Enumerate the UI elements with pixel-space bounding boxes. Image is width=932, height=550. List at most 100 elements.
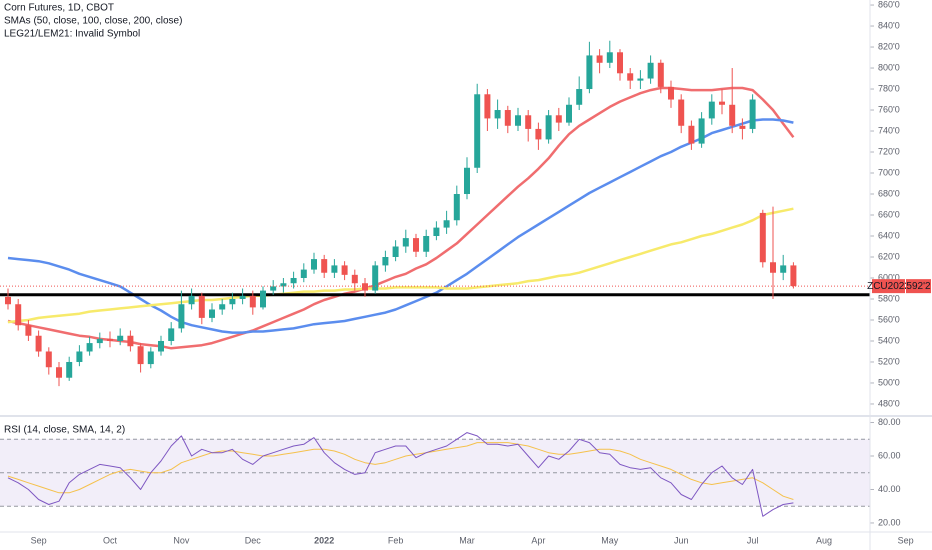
candle-body [668, 86, 674, 100]
y-tick-label: 860'0 [878, 0, 900, 9]
candle-body [627, 73, 634, 81]
candle-body [300, 269, 307, 278]
candle-body [86, 343, 93, 352]
candle-body [56, 367, 62, 378]
y-tick-label: 820'0 [878, 41, 900, 51]
y-tick-label: 680'0 [878, 188, 900, 198]
candle-body [25, 325, 32, 336]
candle-body [790, 265, 797, 287]
indicator-legend: LEG21/LEM21: Invalid Symbol [4, 29, 140, 40]
candle-body [362, 283, 368, 291]
y-tick-label: 800'0 [878, 62, 900, 72]
y-tick-label: 80.00 [878, 417, 901, 427]
y-tick-label: 520'0 [878, 356, 900, 366]
candle-body [280, 283, 287, 287]
candle-body [260, 290, 266, 308]
candle-body [433, 227, 440, 237]
candle-body [219, 304, 226, 310]
x-tick-label: 2022 [314, 535, 334, 545]
candle-body [341, 265, 348, 275]
candle-body [270, 286, 277, 291]
price-tag-label: 592'2 [906, 281, 931, 292]
candle-body [321, 259, 328, 273]
candle-body [392, 246, 399, 257]
x-tick-label: Dec [245, 535, 262, 545]
candle-body [443, 220, 450, 228]
candle-body [5, 296, 11, 305]
candle-body [137, 346, 144, 365]
y-tick-label: 480'0 [878, 398, 900, 408]
candle-body [678, 99, 685, 126]
candle-body [188, 295, 195, 305]
x-tick-label: Apr [531, 535, 545, 545]
candle-body [484, 94, 491, 119]
candle-body [494, 110, 501, 119]
candle-body [107, 338, 113, 341]
y-tick-label: 20.00 [878, 517, 901, 527]
candle-body [780, 265, 787, 273]
indicator-legend: SMAs (50, close, 100, close, 200, close) [4, 16, 182, 27]
candle-body [515, 115, 521, 126]
candle-body [45, 351, 52, 368]
x-tick-label: Oct [103, 535, 118, 545]
candle-body [96, 338, 103, 344]
rsi-line [7, 442, 794, 500]
candle-body [198, 295, 205, 318]
candle-body [158, 340, 164, 352]
y-tick-label: 500'0 [878, 377, 900, 387]
candle-body [525, 115, 532, 129]
candle-body [647, 62, 654, 79]
y-tick-label: 540'0 [878, 335, 900, 345]
candle-body [729, 104, 736, 126]
candle-body [586, 55, 593, 90]
x-tick-label: Feb [388, 535, 404, 545]
candle-body [464, 167, 470, 195]
candle-body [168, 328, 175, 341]
candle-body [147, 351, 154, 365]
rsi-line [7, 432, 794, 517]
y-tick-label: 580'0 [878, 293, 900, 303]
candle-body [453, 194, 460, 221]
candle-body [698, 118, 705, 144]
candle-body [209, 309, 215, 318]
x-tick-label: Nov [173, 535, 190, 545]
candle-body [617, 52, 623, 74]
candle-body [76, 351, 83, 362]
symbol-tag-label: ZCU2022 [867, 281, 910, 292]
candle-body [719, 101, 725, 105]
y-tick-label: 840'0 [878, 20, 900, 30]
candle-body [708, 101, 715, 119]
candle-body [127, 335, 134, 347]
plot-layer: 480'0 500'0 520'0 540'0 560'0 580'0 600'0 620'0… [0, 0, 914, 545]
candle-body [249, 295, 256, 308]
y-tick-label: 600'0 [878, 272, 900, 282]
candle-body [596, 55, 603, 63]
x-tick-label: May [601, 535, 619, 545]
price-tag [906, 279, 931, 294]
y-tick-label: 760'0 [878, 104, 900, 114]
y-tick-label: 640'0 [878, 230, 900, 240]
candle-body [239, 295, 246, 299]
candle-body [229, 298, 236, 305]
candle-body [15, 304, 22, 326]
y-tick-label: 40.00 [878, 484, 901, 494]
candle-body [402, 238, 409, 247]
candle-body [423, 236, 430, 252]
candle-body [504, 110, 511, 126]
candle-body [657, 62, 664, 87]
candle-body [535, 128, 542, 140]
candle-body [545, 115, 552, 140]
x-tick-label: Mar [459, 535, 475, 545]
candle-body [331, 265, 338, 273]
moving-average-line [7, 86, 795, 350]
candle-body [566, 104, 572, 123]
candle-body [576, 89, 583, 105]
y-tick-label: 740'0 [878, 125, 900, 135]
x-tick-label: Jul [747, 535, 759, 545]
candle-body [606, 52, 613, 63]
rsi-title: RSI (14, close, SMA, 14, 2) [4, 425, 125, 436]
x-tick-label: Jun [674, 535, 689, 545]
candle-body [474, 94, 481, 168]
candle-body [117, 335, 124, 341]
